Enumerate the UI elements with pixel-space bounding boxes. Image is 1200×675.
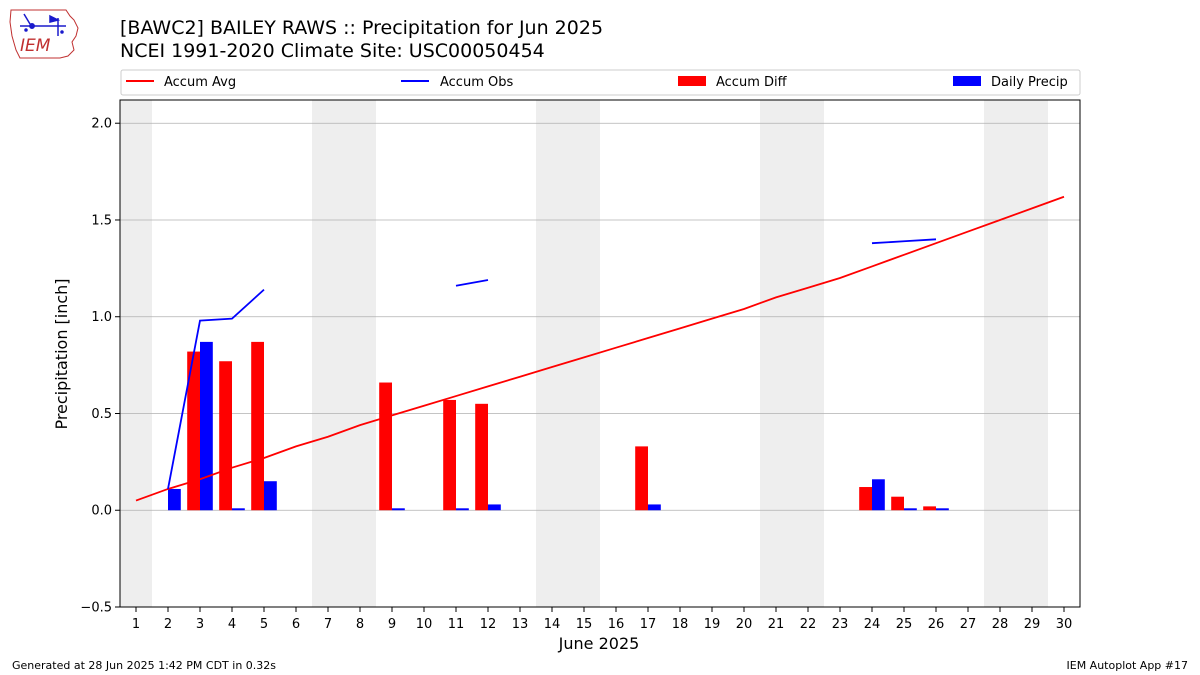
y-tick-label-0: −0.5 xyxy=(80,601,112,616)
x-tick-label-13: 13 xyxy=(512,617,529,632)
x-tick-label-8: 8 xyxy=(356,617,364,632)
daily-precip-bar-26 xyxy=(936,508,949,511)
y-tick-label-1: 0.0 xyxy=(91,504,112,519)
accum-diff-bar-12 xyxy=(475,403,488,511)
x-tick-label-20: 20 xyxy=(736,617,753,632)
accum-diff-bar-11 xyxy=(443,399,456,511)
y-axis-label: Precipitation [inch] xyxy=(52,278,71,429)
x-tick-label-23: 23 xyxy=(832,617,849,632)
x-tick-label-3: 3 xyxy=(196,617,204,632)
weekend-band-22 xyxy=(792,100,824,607)
weekend-band-29 xyxy=(1016,100,1048,607)
logo-text: IEM xyxy=(20,36,51,56)
chart-subtitle: NCEI 1991-2020 Climate Site: USC00050454 xyxy=(120,40,545,62)
accum-obs-line-1 xyxy=(455,279,489,287)
accum-diff-bar-9 xyxy=(379,382,392,511)
x-tick-label-1: 1 xyxy=(132,617,140,632)
legend-swatch-accum-diff xyxy=(678,76,706,86)
x-tick-label-17: 17 xyxy=(640,617,657,632)
legend-box xyxy=(120,69,1081,96)
accum-avg-line xyxy=(135,195,1065,502)
accum-diff-bar-17 xyxy=(635,446,648,511)
x-tick-label-2: 2 xyxy=(164,617,172,632)
x-tick-label-14: 14 xyxy=(544,617,561,632)
x-tick-label-22: 22 xyxy=(800,617,817,632)
daily-precip-bar-3 xyxy=(200,341,213,511)
x-tick-label-6: 6 xyxy=(292,617,300,632)
iowa-outline-icon xyxy=(9,9,79,59)
x-tick-label-27: 27 xyxy=(960,617,977,632)
x-tick-label-16: 16 xyxy=(608,617,625,632)
legend-label-daily-precip: Daily Precip xyxy=(991,75,1068,90)
daily-precip-bar-9 xyxy=(392,508,405,511)
legend-label-accum-obs: Accum Obs xyxy=(440,75,513,90)
iem-logo: IEM xyxy=(9,9,79,59)
x-tick-label-7: 7 xyxy=(324,617,332,632)
accum-diff-bar-25 xyxy=(891,496,904,511)
x-tick-label-26: 26 xyxy=(928,617,945,632)
accum-diff-bar-4 xyxy=(219,361,232,511)
x-tick-label-30: 30 xyxy=(1056,617,1073,632)
accum-diff-bar-3 xyxy=(187,351,200,511)
x-tick-label-10: 10 xyxy=(416,617,433,632)
x-tick-label-19: 19 xyxy=(704,617,721,632)
legend-label-accum-avg: Accum Avg xyxy=(164,75,236,90)
daily-precip-bar-2 xyxy=(168,488,181,511)
legend: Accum Avg Accum Obs Accum Diff Daily Pre… xyxy=(120,69,1081,96)
x-tick-label-21: 21 xyxy=(768,617,785,632)
legend-swatch-daily-precip xyxy=(953,76,981,86)
daily-precip-bar-25 xyxy=(904,508,917,511)
y-tick-label-4: 1.5 xyxy=(91,213,112,228)
accum-diff-bar-24 xyxy=(859,487,872,511)
x-tick-label-11: 11 xyxy=(448,617,465,632)
weekend-band-14 xyxy=(536,100,568,607)
x-tick-label-4: 4 xyxy=(228,617,236,632)
plot-frame xyxy=(119,99,1081,608)
x-tick-label-18: 18 xyxy=(672,617,689,632)
x-tick-label-15: 15 xyxy=(576,617,593,632)
footer-generated: Generated at 28 Jun 2025 1:42 PM CDT in … xyxy=(12,659,277,672)
daily-precip-bar-5 xyxy=(264,481,277,511)
weather-station-icon xyxy=(20,13,66,36)
accum-diff-bar-26 xyxy=(923,506,936,511)
chart-title: [BAWC2] BAILEY RAWS :: Precipitation for… xyxy=(120,17,604,39)
y-tick-label-3: 1.0 xyxy=(91,310,112,325)
x-tick-label-28: 28 xyxy=(992,617,1009,632)
x-tick-label-25: 25 xyxy=(896,617,913,632)
x-tick-label-24: 24 xyxy=(864,617,881,632)
accum-obs-line-2 xyxy=(871,238,937,245)
x-tick-label-9: 9 xyxy=(388,617,396,632)
y-tick-label-2: 0.5 xyxy=(91,407,112,422)
weekend-band-28 xyxy=(984,100,1016,607)
daily-precip-bar-24 xyxy=(872,479,885,511)
accum-obs-line-0 xyxy=(167,288,265,490)
footer-app: IEM Autoplot App #17 xyxy=(1066,659,1189,672)
weekend-band-1 xyxy=(120,100,152,607)
daily-precip-bar-11 xyxy=(456,508,469,511)
weekend-band-8 xyxy=(344,100,376,607)
weekend-band-21 xyxy=(760,100,792,607)
legend-label-accum-diff: Accum Diff xyxy=(716,75,788,90)
x-tick-label-29: 29 xyxy=(1024,617,1041,632)
daily-precip-bar-12 xyxy=(488,504,501,511)
x-tick-label-5: 5 xyxy=(260,617,268,632)
x-tick-label-12: 12 xyxy=(480,617,497,632)
accum-diff-bar-5 xyxy=(251,341,264,511)
daily-precip-bar-17 xyxy=(648,504,661,511)
weekend-band-7 xyxy=(312,100,344,607)
daily-precip-bar-4 xyxy=(232,508,245,511)
y-tick-label-5: 2.0 xyxy=(91,117,112,132)
x-axis-label: June 2025 xyxy=(558,634,640,653)
